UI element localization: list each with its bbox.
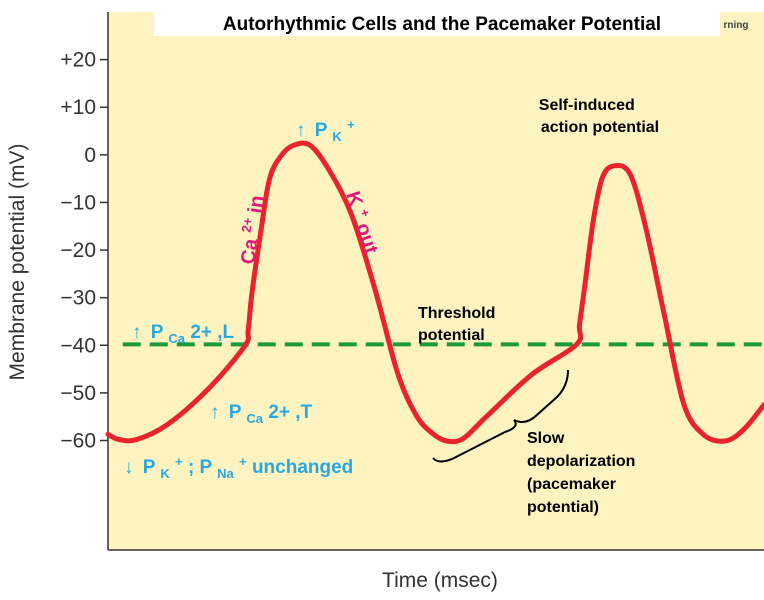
y-tick-label: +10 [60, 96, 96, 119]
chart-title: Autorhythmic Cells and the Pacemaker Pot… [223, 14, 661, 35]
y-tick-label: +20 [60, 49, 96, 72]
membrane-potential-curve [105, 140, 764, 445]
y-tick-label: −50 [60, 382, 96, 405]
y-tick-label: −40 [60, 334, 96, 357]
x-axis-label: Time (msec) [382, 569, 498, 592]
y-tick-label: 0 [84, 144, 96, 167]
pca-l-increase-label: ↑ P Ca 2+ ,L [132, 322, 235, 348]
ca-in-label: Ca 2+ in [229, 193, 268, 266]
pca-t-increase-label: ↑ P Ca 2+ ,T [210, 402, 313, 428]
y-tick-label: −30 [60, 287, 96, 310]
title-cut-word: rning [724, 20, 749, 31]
y-axis-label: Membrane potential (mV) [6, 144, 29, 381]
pk-decrease-label: ↓ P K + ; P Na + unchanged [124, 450, 353, 483]
y-tick-label: −20 [60, 239, 96, 262]
self-induced-label: Self-induced action potential [539, 97, 659, 136]
pk-increase-label: ↑ P K + [296, 117, 355, 146]
slow-depolarization-bracket [432, 369, 569, 463]
title-box [154, 8, 720, 36]
y-tick-label: −60 [60, 429, 96, 452]
threshold-label: Threshold potential [418, 305, 500, 344]
axes [107, 12, 764, 551]
y-tick-label: −10 [60, 191, 96, 214]
slow-depolarization-label: Slow depolarization (pacemaker potential… [527, 430, 640, 516]
